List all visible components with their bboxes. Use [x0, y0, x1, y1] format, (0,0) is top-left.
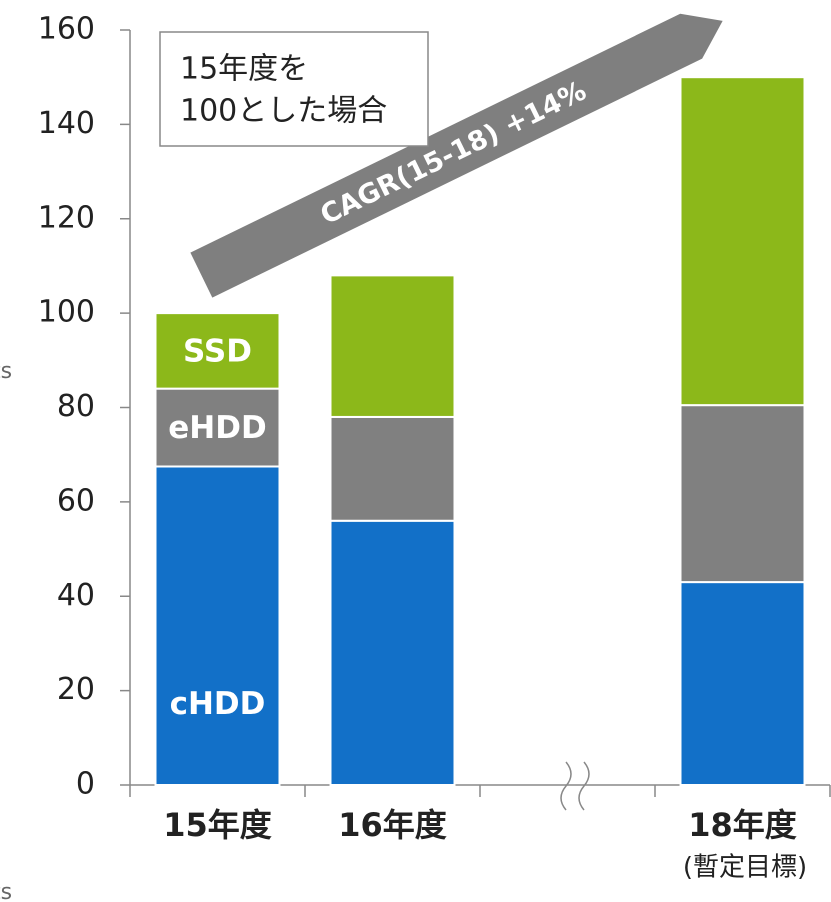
- note-line: 100とした場合: [180, 94, 387, 129]
- y-tick-label: 100: [38, 295, 95, 330]
- bar-segment: [329, 415, 456, 522]
- segment-label: cHDD: [170, 686, 266, 722]
- bar-segment: [329, 274, 456, 418]
- y-tick-label: 120: [38, 200, 95, 235]
- y-tick-label: 160: [38, 12, 95, 47]
- segment-label: eHDD: [168, 410, 266, 446]
- x-tick-label: 16年度: [338, 806, 447, 844]
- x-tick-label: 15年度: [163, 806, 272, 844]
- y-tick-label: 0: [76, 767, 95, 802]
- cut-text: ts: [0, 359, 12, 384]
- y-tick-label: 60: [57, 483, 95, 518]
- bar-segment: [679, 581, 806, 786]
- category-note: (暫定目標): [683, 853, 807, 883]
- x-tick-label: 18年度: [688, 806, 797, 844]
- bar-segment: [154, 312, 281, 390]
- cut-text: ts: [0, 880, 12, 902]
- arrow-shape: [190, 13, 723, 298]
- segment-label: SSD: [183, 333, 252, 369]
- bar-segment: [679, 404, 806, 584]
- y-tick-label: 40: [57, 578, 95, 613]
- y-tick-label: 20: [57, 672, 95, 707]
- bar-segment: [154, 387, 281, 468]
- bar-segment: [329, 519, 456, 786]
- bar-segment: [679, 76, 806, 407]
- y-tick-label: 140: [38, 106, 95, 141]
- note-line: 15年度を: [180, 52, 308, 87]
- axis-break: [560, 761, 590, 811]
- y-tick-label: 80: [57, 389, 95, 424]
- note-box: [159, 31, 429, 147]
- bar-segment: [154, 465, 281, 786]
